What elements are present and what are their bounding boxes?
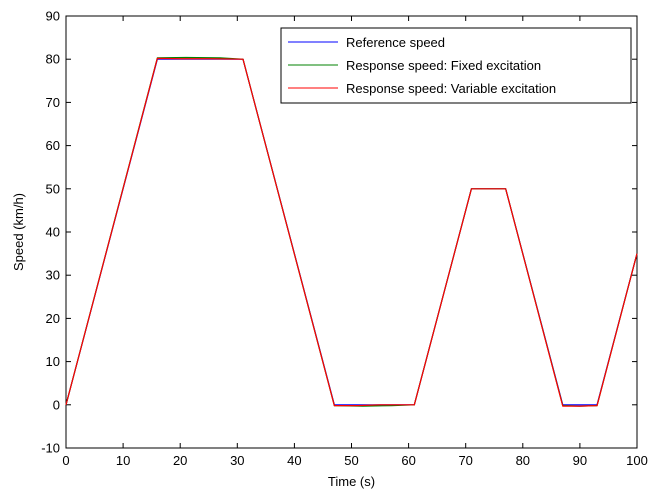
y-tick-label-2: 10 [46,354,60,369]
y-tick-label-9: 80 [46,52,60,67]
x-tick-label-3: 30 [230,453,244,468]
series-line-2 [65,57,638,407]
y-tick-label-8: 70 [46,95,60,110]
legend-label-reference: Reference speed [346,35,445,50]
y-tick-label-10: 90 [46,9,60,24]
y-tick-label-5: 40 [46,225,60,240]
legend-box [280,27,632,104]
legend-label-fixed: Response speed: Fixed excitation [346,58,541,73]
x-tick-label-7: 70 [458,453,472,468]
y-tick-label-1: 0 [53,397,60,412]
y-tick-label-7: 60 [46,138,60,153]
x-tick-label-0: 0 [62,453,69,468]
x-tick-label-4: 40 [287,453,301,468]
series-lines [65,56,638,407]
y-tick-label-0: -10 [41,441,60,456]
x-tick-label-6: 60 [401,453,415,468]
x-tick-label-10: 100 [626,453,648,468]
x-tick-label-9: 90 [573,453,587,468]
y-tick-label-6: 50 [46,181,60,196]
y-tick-label-3: 20 [46,311,60,326]
y-tick-labels: -10 0 10 20 30 40 50 60 70 80 90 [41,9,60,456]
legend-label-variable: Response speed: Variable excitation [346,81,556,96]
x-axis-label: Time (s) [328,474,375,489]
x-tick-labels: 0 10 20 30 40 50 60 70 80 90 100 [62,453,647,468]
y-tick-label-4: 30 [46,268,60,283]
y-axis-label: Speed (km/h) [11,193,26,271]
x-tick-label-1: 10 [116,453,130,468]
x-tick-label-8: 80 [516,453,530,468]
legend: Reference speed Response speed: Fixed ex… [280,27,632,104]
x-tick-label-2: 20 [173,453,187,468]
x-tick-label-5: 50 [344,453,358,468]
axis-ticks [65,15,638,449]
